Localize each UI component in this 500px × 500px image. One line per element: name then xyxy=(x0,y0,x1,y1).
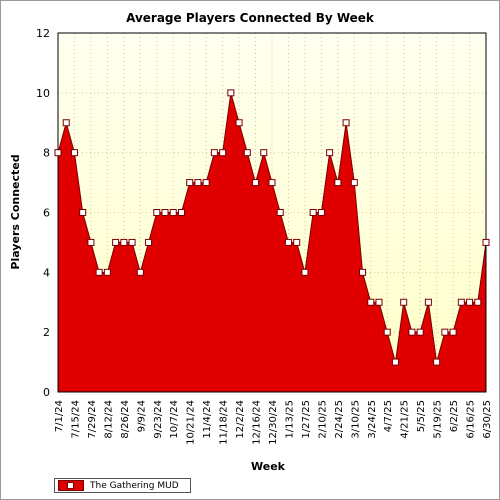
x-tick-label: 2/24/25 xyxy=(334,400,345,439)
x-tick-label: 10/21/24 xyxy=(186,400,197,445)
data-point xyxy=(375,298,383,306)
x-tick-label: 4/21/25 xyxy=(400,400,411,439)
data-point xyxy=(367,298,375,306)
x-tick-label: 9/9/24 xyxy=(136,400,147,432)
data-point xyxy=(219,149,227,157)
x-tick-label: 12/16/24 xyxy=(252,400,263,445)
data-point xyxy=(326,149,334,157)
data-point xyxy=(449,328,457,336)
data-point xyxy=(210,149,218,157)
x-tick-label: 7/29/24 xyxy=(87,400,98,439)
data-point xyxy=(441,328,449,336)
data-point xyxy=(268,179,276,187)
data-point xyxy=(400,298,408,306)
y-axis-label: Players Connected xyxy=(9,154,22,269)
data-point xyxy=(457,298,465,306)
data-point xyxy=(194,179,202,187)
x-tick-label: 8/12/24 xyxy=(103,400,114,439)
data-point xyxy=(243,149,251,157)
y-tick-label: 2 xyxy=(43,326,50,339)
data-point xyxy=(309,209,317,216)
data-point xyxy=(62,119,70,127)
data-point xyxy=(145,238,153,246)
x-tick-label: 6/2/25 xyxy=(449,400,460,432)
x-tick-label: 1/13/25 xyxy=(284,400,295,439)
x-tick-label: 3/24/25 xyxy=(367,400,378,439)
data-point xyxy=(391,358,399,366)
legend-swatch xyxy=(58,480,84,491)
plot-border xyxy=(57,32,487,393)
legend-label: The Gathering MUD xyxy=(90,480,179,491)
data-point xyxy=(79,209,87,216)
y-tick-label: 12 xyxy=(36,27,50,40)
x-tick-label: 1/27/25 xyxy=(301,400,312,439)
data-point xyxy=(359,268,367,276)
data-point xyxy=(293,238,301,246)
x-tick-label: 9/23/24 xyxy=(153,400,164,439)
data-point xyxy=(424,298,432,306)
data-point xyxy=(120,238,128,246)
data-point xyxy=(408,328,416,336)
y-tick-label: 6 xyxy=(43,207,50,220)
data-point xyxy=(136,268,144,276)
data-point xyxy=(334,179,342,187)
x-tick-label: 6/16/25 xyxy=(466,400,477,439)
data-point xyxy=(153,209,161,216)
x-axis-label: Week xyxy=(251,460,286,473)
data-point xyxy=(317,209,325,216)
data-point xyxy=(95,268,103,276)
data-point xyxy=(260,149,268,157)
data-point xyxy=(474,298,482,306)
legend-marker xyxy=(67,482,74,489)
data-point xyxy=(128,238,136,246)
y-tick-label: 0 xyxy=(43,386,50,399)
data-point xyxy=(227,89,235,97)
data-point xyxy=(383,328,391,336)
x-tick-label: 2/10/25 xyxy=(317,400,328,439)
data-point xyxy=(103,268,111,276)
data-point xyxy=(466,298,474,306)
legend: The Gathering MUD xyxy=(54,478,191,493)
data-point xyxy=(177,209,185,216)
x-tick-label: 11/18/24 xyxy=(219,400,230,445)
data-point xyxy=(54,149,62,157)
x-tick-label: 3/10/25 xyxy=(350,400,361,439)
y-tick-label: 4 xyxy=(43,266,50,279)
data-point xyxy=(350,179,358,187)
data-point xyxy=(70,149,78,157)
data-point xyxy=(169,209,177,216)
chart-title: Average Players Connected By Week xyxy=(126,11,375,25)
x-tick-label: 5/19/25 xyxy=(433,400,444,439)
data-point xyxy=(252,179,260,187)
data-point xyxy=(235,119,243,127)
y-tick-label: 10 xyxy=(36,87,50,100)
x-tick-label: 12/2/24 xyxy=(235,400,246,439)
x-tick-label: 6/30/25 xyxy=(482,400,493,439)
data-point xyxy=(112,238,120,246)
x-tick-label: 7/15/24 xyxy=(70,400,81,439)
data-point xyxy=(276,209,284,216)
x-tick-label: 4/7/25 xyxy=(383,400,394,432)
data-point xyxy=(87,238,95,246)
x-tick-label: 10/7/24 xyxy=(169,400,180,439)
data-point xyxy=(342,119,350,127)
data-point xyxy=(186,179,194,187)
data-point xyxy=(433,358,441,366)
x-tick-label: 11/4/24 xyxy=(202,400,213,439)
y-tick-label: 8 xyxy=(43,147,50,160)
x-tick-label: 12/30/24 xyxy=(268,400,279,445)
data-point xyxy=(202,179,210,187)
x-tick-label: 8/26/24 xyxy=(120,400,131,439)
data-point xyxy=(301,268,309,276)
data-point xyxy=(482,238,490,246)
data-point xyxy=(416,328,424,336)
data-point xyxy=(284,238,292,246)
x-tick-label: 5/5/25 xyxy=(416,400,427,432)
x-tick-label: 7/1/24 xyxy=(54,400,65,432)
data-point xyxy=(161,209,169,216)
